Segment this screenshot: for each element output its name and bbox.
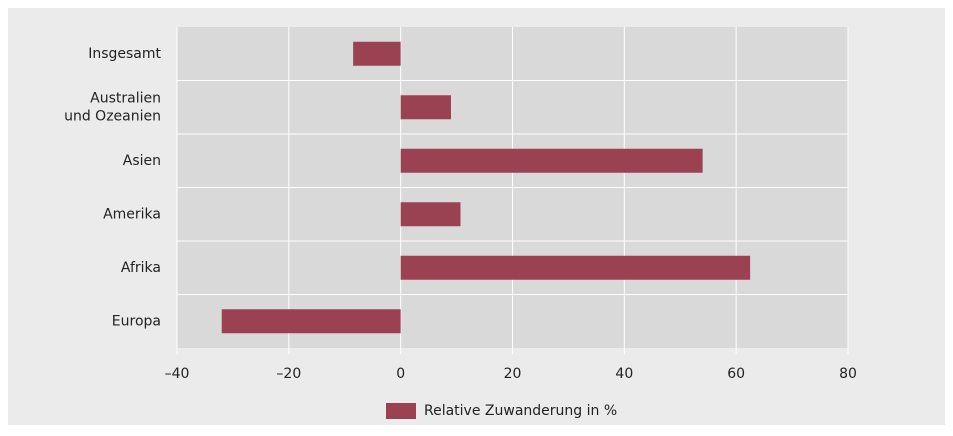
legend-swatch [386, 403, 416, 419]
y-tick-label: Amerika [103, 206, 161, 222]
y-tick-label: Australien und Ozeanien [64, 90, 161, 124]
bar [400, 95, 451, 120]
y-tick-label: Afrika [121, 260, 161, 276]
bar [400, 148, 703, 173]
bar [400, 255, 751, 280]
x-tick-label: 0 [396, 366, 405, 382]
y-tick-label: Europa [112, 313, 161, 329]
x-tick-label: 60 [727, 366, 745, 382]
y-tick-label: Asien [123, 153, 161, 169]
x-tick-label: –40 [165, 366, 190, 382]
bar [353, 41, 401, 66]
bar [221, 309, 401, 334]
x-tick-label: 80 [839, 366, 857, 382]
x-tick-label: –20 [276, 366, 301, 382]
y-tick-label: Insgesamt [88, 46, 161, 62]
x-tick-label: 40 [615, 366, 633, 382]
x-tick-label: 20 [504, 366, 522, 382]
legend-label: Relative Zuwanderung in % [424, 403, 617, 419]
bar [400, 202, 461, 227]
